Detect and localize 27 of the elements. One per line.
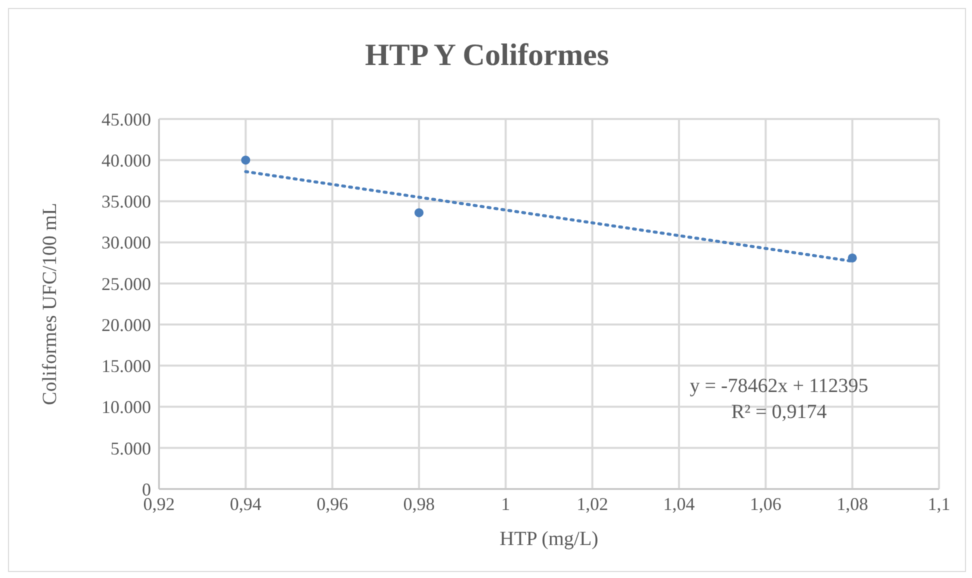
point: [414, 208, 424, 218]
y-axis-title: Coliformes UFC/100 mL: [39, 202, 62, 406]
point: [848, 253, 857, 262]
y-tick-label: 5.000: [110, 438, 151, 458]
x-tick-label: 0,94: [230, 494, 262, 514]
x-axis-title: HTP (mg/L): [500, 528, 598, 550]
chart-title: HTP Y Coliformes: [364, 37, 610, 73]
y-tick-label: 35.000: [102, 192, 151, 212]
y-tick-label: 20.000: [102, 314, 151, 335]
x-tick-label: 1,1: [928, 494, 950, 514]
y-tick-label: 45.000: [102, 109, 151, 130]
x-tick-label: 1,04: [663, 494, 695, 514]
x-tick-label: 1,02: [576, 494, 608, 514]
x-tick-label: 0,96: [316, 494, 348, 514]
x-tick-label: 0,98: [403, 494, 435, 514]
x-tick-label: 1,06: [750, 494, 782, 514]
y-tick-label: 15.000: [102, 356, 151, 376]
annotation: R² = 0,9174: [730, 401, 828, 424]
x-tick-label: 1: [501, 494, 510, 514]
y-tick-label: 0: [142, 479, 151, 500]
x-tick-label: 1,08: [836, 494, 868, 514]
y-tick-label: 30.000: [102, 232, 151, 253]
annotation: y = -78462x + 112395: [688, 375, 870, 398]
y-tick-label: 10.000: [102, 397, 151, 418]
y-tick-label: 40.000: [102, 150, 151, 170]
y-tick-label: 25.000: [102, 274, 151, 294]
point: [241, 156, 250, 165]
